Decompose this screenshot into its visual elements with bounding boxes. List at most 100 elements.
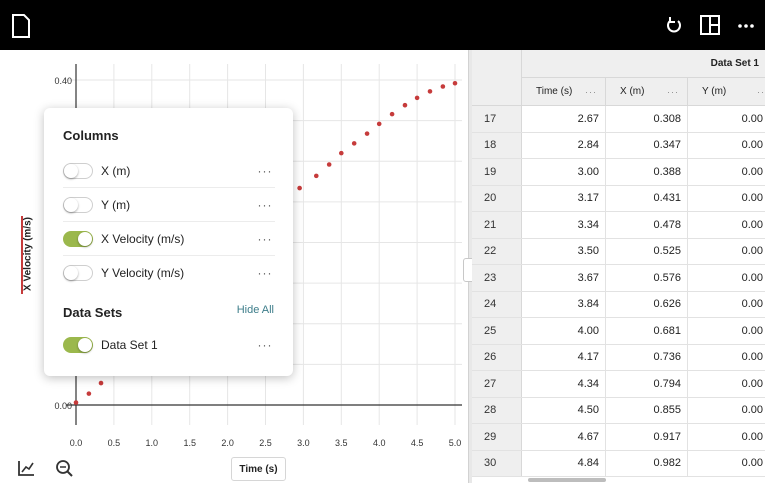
table-row[interactable]: 27 4.34 0.794 0.00 bbox=[472, 371, 765, 398]
column-row-y-velocity[interactable]: Y Velocity (m/s) ··· bbox=[63, 256, 275, 290]
column-toggle-x-velocity[interactable] bbox=[63, 230, 93, 247]
more-icon[interactable] bbox=[733, 12, 759, 38]
y-axis-label-button[interactable]: X Velocity (m/s) bbox=[16, 208, 44, 300]
cell-time[interactable]: 3.17 bbox=[522, 185, 606, 211]
cell-y[interactable]: 0.00 bbox=[741, 165, 763, 178]
cell-time[interactable]: 4.17 bbox=[522, 344, 606, 370]
cell-y[interactable]: 0.00 bbox=[741, 457, 763, 470]
table-row[interactable]: 29 4.67 0.917 0.00 bbox=[472, 424, 765, 451]
cell-x[interactable]: 0.576 bbox=[606, 265, 688, 291]
cell-y[interactable]: 0.00 bbox=[741, 430, 763, 443]
table-row[interactable]: 28 4.50 0.855 0.00 bbox=[472, 397, 765, 424]
column-header-x[interactable]: X (m) ··· bbox=[606, 78, 688, 106]
dataset-toggle[interactable] bbox=[63, 337, 93, 353]
table-row[interactable]: 30 4.84 0.982 0.00 bbox=[472, 450, 765, 477]
graph-tool-icon[interactable] bbox=[14, 456, 38, 480]
data-point bbox=[98, 380, 104, 386]
cell-x[interactable]: 0.855 bbox=[606, 397, 688, 423]
cell-y[interactable]: 0.00 bbox=[741, 298, 763, 311]
cell-time[interactable]: 4.67 bbox=[522, 424, 606, 450]
cell-y[interactable]: 0.00 bbox=[741, 324, 763, 337]
cell-time[interactable]: 3.00 bbox=[522, 159, 606, 185]
more-icon[interactable]: ··· bbox=[757, 86, 765, 97]
more-icon[interactable]: ··· bbox=[585, 86, 597, 97]
cell-time[interactable]: 3.67 bbox=[522, 265, 606, 291]
table-row[interactable]: 26 4.17 0.736 0.00 bbox=[472, 344, 765, 371]
cell-x[interactable]: 0.525 bbox=[606, 238, 688, 264]
cell-time[interactable]: 2.67 bbox=[522, 106, 606, 132]
document-icon[interactable] bbox=[10, 13, 32, 39]
zoom-icon[interactable] bbox=[52, 456, 76, 480]
table-row[interactable]: 17 2.67 0.308 0.00 bbox=[472, 106, 765, 133]
dataset-row[interactable]: Data Set 1 ··· bbox=[63, 328, 275, 362]
row-index: 22 bbox=[472, 238, 522, 264]
column-row-y[interactable]: Y (m) ··· bbox=[63, 188, 275, 222]
cell-time[interactable]: 3.34 bbox=[522, 212, 606, 238]
cell-x[interactable]: 0.388 bbox=[606, 159, 688, 185]
more-icon[interactable]: ··· bbox=[257, 163, 273, 178]
cell-x[interactable]: 0.478 bbox=[606, 212, 688, 238]
data-point bbox=[364, 131, 370, 136]
column-header-time[interactable]: Time (s) ··· bbox=[522, 78, 606, 106]
row-index: 28 bbox=[472, 397, 522, 423]
cell-x[interactable]: 0.681 bbox=[606, 318, 688, 344]
column-toggle-y-velocity[interactable] bbox=[63, 265, 93, 281]
cell-time[interactable]: 3.84 bbox=[522, 291, 606, 317]
table-row[interactable]: 19 3.00 0.388 0.00 bbox=[472, 159, 765, 186]
cell-y[interactable]: 0.00 bbox=[741, 245, 763, 258]
cell-x[interactable]: 0.626 bbox=[606, 291, 688, 317]
cell-y[interactable]: 0.00 bbox=[741, 218, 763, 231]
cell-y[interactable]: 0.00 bbox=[741, 192, 763, 205]
cell-time[interactable]: 4.00 bbox=[522, 318, 606, 344]
more-icon[interactable]: ··· bbox=[257, 231, 273, 246]
table-row[interactable]: 21 3.34 0.478 0.00 bbox=[472, 212, 765, 239]
table-row[interactable]: 18 2.84 0.347 0.00 bbox=[472, 132, 765, 159]
cell-time[interactable]: 2.84 bbox=[522, 132, 606, 158]
horizontal-scrollbar[interactable] bbox=[528, 478, 606, 482]
cell-y[interactable]: 0.00 bbox=[741, 377, 763, 390]
data-table[interactable]: Data Set 1 Time (s) ··· X (m) ··· Y (m) … bbox=[472, 50, 765, 483]
cell-y[interactable]: 0.00 bbox=[741, 112, 763, 125]
more-icon[interactable]: ··· bbox=[667, 86, 679, 97]
table-row[interactable]: 24 3.84 0.626 0.00 bbox=[472, 291, 765, 318]
cell-y[interactable]: 0.00 bbox=[741, 139, 763, 152]
cell-x[interactable]: 0.917 bbox=[606, 424, 688, 450]
undo-icon[interactable] bbox=[661, 12, 687, 38]
cell-x[interactable]: 0.794 bbox=[606, 371, 688, 397]
column-row-x-velocity[interactable]: X Velocity (m/s) ··· bbox=[63, 222, 275, 256]
table-row[interactable]: 23 3.67 0.576 0.00 bbox=[472, 265, 765, 292]
row-index: 23 bbox=[472, 265, 522, 291]
cell-time[interactable]: 4.84 bbox=[522, 450, 606, 476]
row-index-header bbox=[472, 50, 522, 106]
cell-x[interactable]: 0.347 bbox=[606, 132, 688, 158]
x-tick-label: 4.0 bbox=[373, 438, 386, 448]
x-axis-label-button[interactable]: Time (s) bbox=[231, 457, 286, 481]
cell-time[interactable]: 4.34 bbox=[522, 371, 606, 397]
table-row[interactable]: 25 4.00 0.681 0.00 bbox=[472, 318, 765, 345]
cell-x[interactable]: 0.431 bbox=[606, 185, 688, 211]
cell-time[interactable]: 4.50 bbox=[522, 397, 606, 423]
more-icon[interactable]: ··· bbox=[257, 338, 273, 352]
column-toggle-x[interactable] bbox=[63, 162, 93, 179]
table-row[interactable]: 20 3.17 0.431 0.00 bbox=[472, 185, 765, 212]
dataset-title[interactable]: Data Set 1 bbox=[522, 50, 765, 78]
hide-all-button[interactable]: Hide All bbox=[236, 304, 274, 316]
cell-x[interactable]: 0.736 bbox=[606, 344, 688, 370]
layout-icon[interactable] bbox=[697, 12, 723, 38]
cell-y[interactable]: 0.00 bbox=[741, 404, 763, 417]
cell-y[interactable]: 0.00 bbox=[741, 351, 763, 364]
column-header-y[interactable]: Y (m) ··· bbox=[688, 78, 765, 106]
cell-time[interactable]: 3.50 bbox=[522, 238, 606, 264]
cell-y[interactable]: 0.00 bbox=[741, 271, 763, 284]
column-toggle-y[interactable] bbox=[63, 196, 93, 213]
cell-x[interactable]: 0.982 bbox=[606, 450, 688, 476]
row-index: 18 bbox=[472, 132, 522, 158]
column-row-x[interactable]: X (m) ··· bbox=[63, 154, 275, 188]
x-tick-label: 2.0 bbox=[221, 438, 234, 448]
cell-x[interactable]: 0.308 bbox=[606, 106, 688, 132]
more-icon[interactable]: ··· bbox=[257, 266, 273, 280]
table-row[interactable]: 22 3.50 0.525 0.00 bbox=[472, 238, 765, 265]
more-icon[interactable]: ··· bbox=[257, 197, 273, 212]
y-tick-label: 0.00 bbox=[54, 401, 72, 411]
x-tick-label: 5.0 bbox=[449, 438, 462, 448]
